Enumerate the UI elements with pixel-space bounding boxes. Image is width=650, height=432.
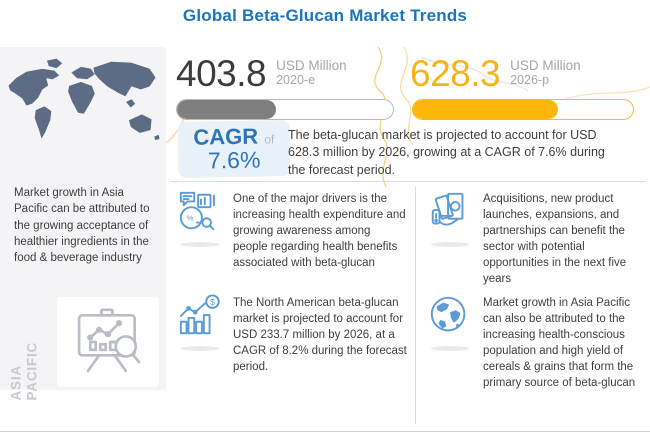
insight-north-america: $ The North American beta-glucan market …	[176, 293, 408, 375]
progress-bar-projected	[412, 99, 634, 120]
region-label-line2: PACIFIC	[24, 341, 39, 401]
region-label: ASIA PACIFIC	[8, 305, 39, 401]
svg-text:%: %	[187, 214, 194, 223]
cagr-callout: CAGR of 7.6%	[177, 120, 291, 178]
stat-current-meta: USD Million 2020-e	[276, 58, 347, 87]
stat-projected-period: 2026-p	[510, 73, 550, 87]
progress-bar-current	[176, 99, 394, 120]
market-analysis-icon: %	[176, 189, 224, 247]
svg-text:$: $	[210, 297, 215, 307]
presentation-chart-icon	[77, 308, 141, 373]
stat-current-unit: USD Million	[276, 58, 347, 73]
insight-north-america-text: The North American beta-glucan market is…	[233, 297, 407, 374]
progress-bar-current-fill	[177, 100, 277, 119]
icon-shadow	[181, 346, 219, 351]
cagr-label: CAGR of	[193, 123, 275, 151]
stat-current-period: 2020-e	[276, 73, 316, 87]
icon-shadow	[431, 242, 469, 247]
insight-asia-pacific: Market growth in Asia Pacific can also b…	[426, 293, 644, 392]
region-sidebar: Market growth in Asia Pacific can be att…	[0, 47, 166, 401]
insight-drivers-text: One of the major drivers is the increasi…	[233, 193, 406, 270]
main-content: 403.8 USD Million 2020-e 628.3 USD Milli…	[166, 47, 650, 432]
insight-opportunities-text: Acquisitions, new product launches, expa…	[483, 193, 627, 286]
stat-projected: 628.3 USD Million 2026-p	[410, 55, 581, 92]
insight-drivers: % One of the major drivers is the increa…	[176, 189, 408, 271]
growth-bar-chart-icon: $	[176, 293, 224, 351]
cagr-value: 7.6%	[207, 147, 261, 174]
vertical-divider	[415, 186, 416, 424]
insight-asia-pacific-text: Market growth in Asia Pacific can also b…	[483, 297, 636, 390]
stat-current-value: 403.8	[176, 53, 267, 94]
stat-projected-unit: USD Million	[510, 58, 581, 73]
horizontal-divider	[170, 181, 646, 182]
world-map-graphic	[2, 55, 164, 183]
cagr-label-text: CAGR	[193, 123, 259, 151]
icon-shadow	[181, 242, 219, 247]
icon-shadow	[431, 346, 469, 351]
progress-bar-projected-fill	[413, 100, 559, 119]
globe-icon	[426, 293, 474, 351]
stat-current: 403.8 USD Million 2020-e	[176, 55, 347, 92]
page-title: Global Beta-Glucan Market Trends	[182, 6, 468, 25]
insight-opportunities: Acquisitions, new product launches, expa…	[426, 189, 644, 288]
sidebar-description: Market growth in Asia Pacific can be att…	[14, 187, 150, 265]
stat-projected-value: 628.3	[410, 53, 501, 94]
world-map-icon	[7, 58, 161, 141]
stat-projected-meta: USD Million 2026-p	[510, 58, 581, 87]
presentation-board-panel	[57, 297, 159, 387]
region-label-line1: ASIA	[8, 365, 24, 401]
cagr-connector-text: of	[264, 132, 275, 147]
money-hand-icon	[426, 189, 474, 247]
market-summary: The beta-glucan market is projected to a…	[288, 128, 605, 177]
